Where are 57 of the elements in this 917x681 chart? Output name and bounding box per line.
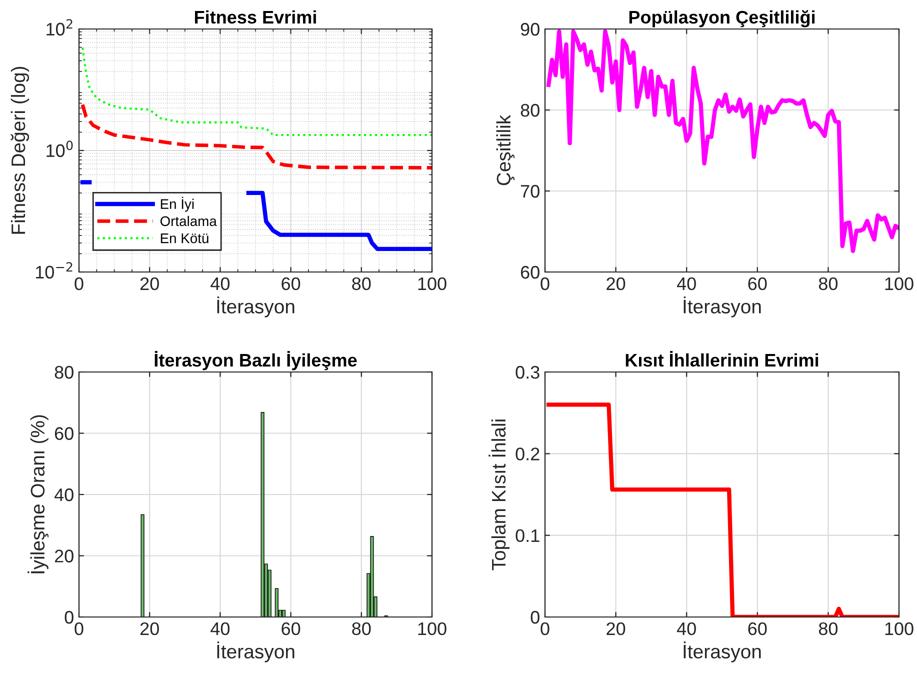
line-series	[81, 46, 432, 136]
x-tick-label: 40	[210, 277, 230, 290]
x-tick-label: 40	[676, 277, 696, 290]
x-tick-label: 100	[885, 622, 914, 636]
y-tick-label: 80	[54, 366, 74, 379]
y-tick-label: 60	[520, 266, 540, 279]
x-tick-label: 80	[352, 277, 371, 290]
x-axis-title: İterasyon	[217, 296, 294, 318]
x-tick-label: 60	[282, 277, 300, 290]
x-tick-label: 0	[540, 622, 550, 636]
x-tick-label: 0	[540, 277, 550, 290]
y-tick-label: 80	[520, 104, 540, 117]
x-tick-label: 20	[140, 277, 159, 290]
y-tick-label: 70	[520, 184, 540, 198]
x-tick-label: 60	[748, 622, 767, 636]
y-tick-label: 0.3	[516, 366, 540, 379]
x-tick-label: 0	[74, 277, 84, 290]
y-tick-label: 40	[54, 488, 74, 502]
x-tick-label: 80	[818, 277, 838, 290]
y-tick-label: 90	[520, 22, 540, 36]
x-tick-label: 100	[418, 277, 446, 290]
x-axis-title: İterasyon	[684, 296, 761, 318]
chart-title: Kısıt İhlallerinin Evrimi	[626, 351, 818, 367]
y-tick-label: 0	[530, 610, 540, 624]
y-tick-label: 10$^{−2}$	[36, 262, 72, 279]
x-tick-label: 60	[748, 277, 767, 290]
y-tick-label: 0.2	[516, 448, 540, 460]
x-tick-label: 40	[210, 622, 230, 636]
x-tick-label: 20	[606, 622, 626, 636]
x-tick-label: 40	[676, 622, 696, 636]
y-tick-label: 10$^{0}$	[46, 140, 73, 158]
x-axis-title: İterasyon	[217, 641, 294, 662]
y-axis-title: Toplam Kısıt İhlali	[488, 420, 510, 570]
x-tick-label: 80	[352, 622, 371, 636]
y-tick-label: 60	[54, 427, 74, 440]
y-tick-label: 20	[54, 550, 74, 562]
line-series	[80, 102, 432, 170]
chart-title: Popülasyon Çeşitliliği	[629, 10, 815, 28]
x-tick-label: 20	[606, 277, 626, 290]
x-tick-label: 80	[818, 622, 838, 636]
y-axis-title: Çeşitlilik	[496, 114, 514, 186]
y-tick-label: 0.1	[516, 529, 540, 542]
y-tick-label: 10$^{2}$	[46, 19, 72, 36]
legend-label: Ortalama	[160, 216, 217, 226]
chart-title: İterasyon Bazlı İyileşme	[154, 351, 357, 370]
y-axis-title: Fitness Değeri (log)	[10, 66, 30, 234]
chart-title: Fitness Evrimi	[194, 10, 316, 24]
x-tick-label: 0	[74, 622, 84, 636]
y-axis-title: İyileşme Oranı (%)	[28, 415, 48, 574]
x-tick-label: 100	[418, 622, 446, 636]
legend-label: En Kötü	[160, 234, 208, 244]
x-tick-label: 60	[282, 622, 300, 636]
y-tick-label: 0	[64, 610, 74, 624]
x-tick-label: 20	[140, 622, 159, 636]
legend-label: En İyi	[160, 196, 194, 212]
x-axis-title: İterasyon	[684, 641, 761, 662]
x-tick-label: 100	[885, 277, 914, 290]
